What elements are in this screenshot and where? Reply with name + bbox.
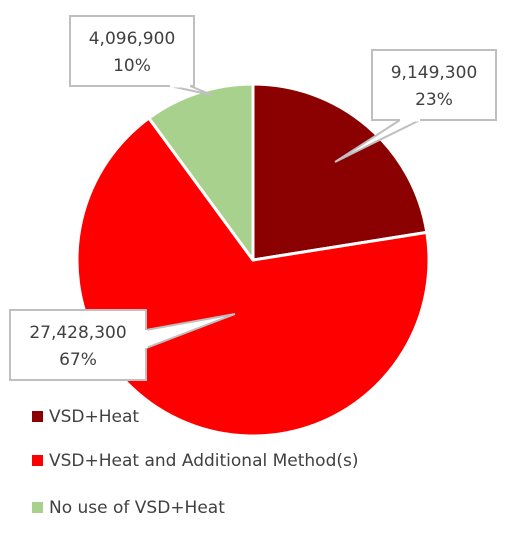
data-label-value: 9,149,300: [391, 63, 478, 83]
legend-entry-2: VSD+Heat and Additional Method(s): [32, 451, 359, 471]
data-label-percent: 10%: [113, 56, 151, 76]
callout-2: 27,428,300 67%: [9, 309, 236, 381]
legend-entry-3: No use of VSD+Heat: [32, 498, 225, 518]
callout-box: [9, 309, 147, 381]
legend: VSD+Heat VSD+Heat and Additional Method(s…: [32, 407, 359, 518]
legend-swatch: [32, 455, 43, 466]
legend-label: VSD+Heat: [49, 407, 139, 427]
data-label-value: 27,428,300: [29, 323, 126, 343]
legend-entry-1: VSD+Heat: [32, 407, 139, 427]
data-callouts: 9,149,300 23% 27,428,300 67% 4,096,900 10%: [9, 15, 497, 381]
callout-box: [371, 49, 497, 121]
callout-1: 9,149,300 23%: [334, 49, 497, 163]
pie-slice-2: [75, 116, 431, 438]
legend-swatch: [32, 502, 43, 513]
data-label-value: 4,096,900: [89, 29, 176, 49]
data-label-percent: 67%: [59, 350, 97, 370]
callout-box: [69, 15, 195, 87]
pie-slice-1: [251, 82, 429, 262]
legend-label: No use of VSD+Heat: [49, 498, 225, 518]
pie-slices: [75, 82, 431, 438]
data-label-percent: 23%: [415, 90, 453, 110]
callout-3: 4,096,900 10%: [69, 15, 213, 96]
legend-swatch: [32, 411, 43, 422]
legend-label: VSD+Heat and Additional Method(s): [49, 451, 359, 471]
